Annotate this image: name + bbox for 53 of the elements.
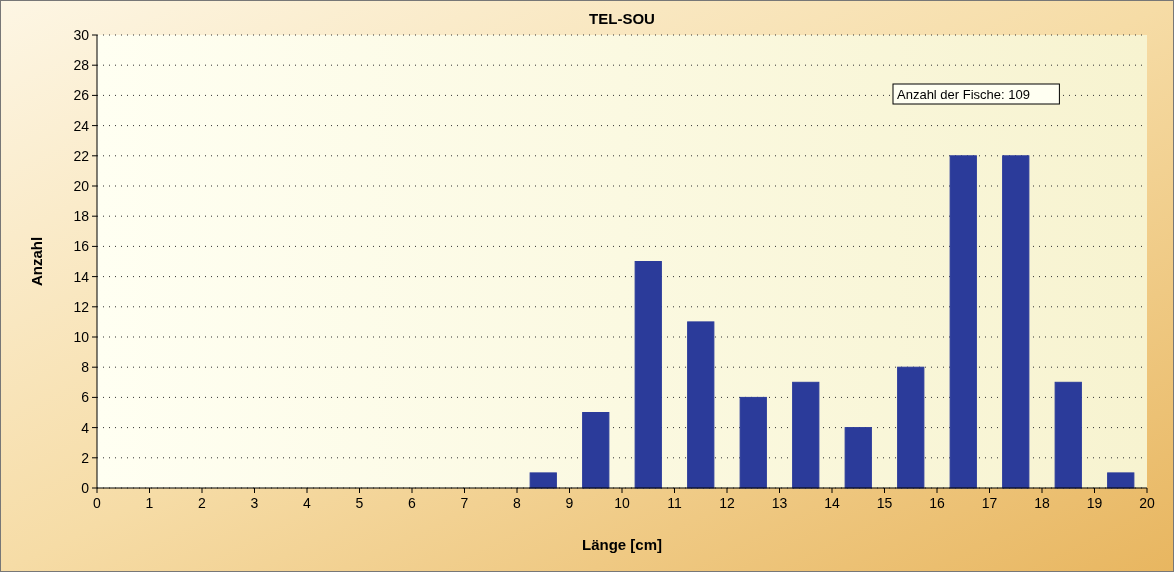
y-tick-label: 14 — [73, 268, 90, 285]
x-tick-label: 14 — [824, 495, 840, 511]
x-tick-label: 13 — [771, 495, 788, 511]
x-tick-label: 2 — [198, 495, 207, 511]
bar — [1002, 155, 1030, 489]
x-tick-label: 20 — [1139, 495, 1155, 511]
x-tick-label: 18 — [1034, 495, 1050, 511]
annotation: Anzahl der Fische: 109 — [897, 87, 1030, 102]
bar — [844, 427, 872, 489]
y-tick-label: 6 — [81, 389, 90, 406]
y-tick-label: 10 — [73, 328, 90, 345]
x-axis-title: Länge [cm] — [581, 536, 663, 553]
bar — [949, 155, 977, 489]
y-tick-label: 4 — [81, 419, 90, 436]
x-tick-label: 10 — [614, 495, 630, 511]
y-tick-label: 24 — [73, 117, 90, 134]
y-tick-label: 16 — [73, 238, 90, 255]
x-tick-label: 7 — [460, 495, 469, 511]
x-tick-label: 17 — [981, 495, 998, 511]
bar — [1054, 381, 1082, 489]
x-tick-label: 0 — [93, 495, 102, 511]
x-tick-label: 15 — [876, 495, 893, 511]
bar — [1107, 472, 1135, 489]
y-tick-label: 2 — [81, 449, 90, 466]
x-tick-label: 11 — [667, 495, 682, 511]
x-tick-label: 16 — [929, 495, 945, 511]
bar — [792, 381, 820, 489]
x-tick-label: 3 — [250, 495, 259, 511]
bar — [739, 396, 767, 489]
bar — [529, 472, 557, 489]
bar — [897, 366, 925, 489]
y-tick-label: 30 — [73, 26, 90, 43]
bar — [687, 321, 715, 489]
x-tick-label: 9 — [565, 495, 574, 511]
y-tick-label: 22 — [73, 147, 90, 164]
x-tick-label: 12 — [719, 495, 735, 511]
y-tick-label: 8 — [81, 359, 90, 376]
x-tick-label: 5 — [355, 495, 364, 511]
y-tick-label: 18 — [73, 208, 90, 225]
chart-title: TEL-SOU — [589, 10, 655, 27]
y-axis-title: Anzahl — [28, 236, 45, 287]
y-tick-label: 20 — [73, 177, 90, 194]
x-tick-label: 1 — [145, 495, 154, 511]
bar — [582, 412, 610, 489]
bar — [634, 261, 662, 489]
x-tick-label: 8 — [513, 495, 522, 511]
y-tick-label: 0 — [81, 479, 90, 496]
y-tick-label: 26 — [73, 87, 90, 104]
x-tick-label: 4 — [303, 495, 312, 511]
x-tick-label: 19 — [1086, 495, 1103, 511]
y-tick-label: 12 — [73, 298, 90, 315]
y-tick-label: 28 — [73, 57, 90, 74]
x-tick-label: 6 — [408, 495, 417, 511]
